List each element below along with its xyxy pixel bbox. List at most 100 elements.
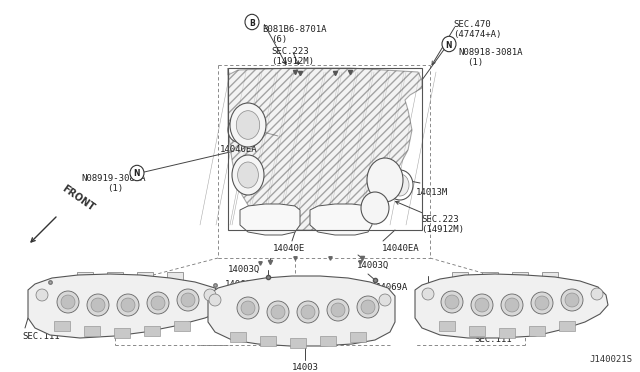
Bar xyxy=(260,336,276,346)
Ellipse shape xyxy=(91,298,105,312)
Ellipse shape xyxy=(391,174,409,196)
Bar xyxy=(84,326,100,336)
Ellipse shape xyxy=(561,289,583,311)
Text: (14912M): (14912M) xyxy=(421,225,464,234)
Text: J140021S: J140021S xyxy=(589,355,632,364)
Ellipse shape xyxy=(501,294,523,316)
Text: 14069A: 14069A xyxy=(225,280,257,289)
Polygon shape xyxy=(208,276,395,346)
Ellipse shape xyxy=(228,118,248,142)
Ellipse shape xyxy=(422,288,434,300)
Ellipse shape xyxy=(232,122,244,138)
Ellipse shape xyxy=(442,36,456,52)
Ellipse shape xyxy=(147,292,169,314)
Ellipse shape xyxy=(57,291,79,313)
Bar xyxy=(452,272,468,280)
Polygon shape xyxy=(240,204,300,235)
Bar xyxy=(114,328,130,338)
Text: B081B6-8701A: B081B6-8701A xyxy=(262,25,326,34)
Ellipse shape xyxy=(565,293,579,307)
Ellipse shape xyxy=(236,111,260,139)
Text: FRONT: FRONT xyxy=(60,183,96,213)
Text: 14040EA: 14040EA xyxy=(382,244,420,253)
Ellipse shape xyxy=(297,301,319,323)
Ellipse shape xyxy=(232,155,264,195)
Text: N: N xyxy=(445,41,452,49)
Bar xyxy=(107,272,123,280)
Text: 14003Q: 14003Q xyxy=(228,265,260,274)
Text: 14040EA: 14040EA xyxy=(220,145,258,154)
Text: 14003: 14003 xyxy=(292,363,319,372)
Text: B: B xyxy=(249,19,255,28)
Ellipse shape xyxy=(505,298,519,312)
Ellipse shape xyxy=(531,292,553,314)
Ellipse shape xyxy=(130,165,144,181)
Ellipse shape xyxy=(177,289,199,311)
Text: (14912M): (14912M) xyxy=(271,57,314,66)
Ellipse shape xyxy=(445,295,459,309)
Ellipse shape xyxy=(475,298,489,312)
Ellipse shape xyxy=(271,305,285,319)
Text: 14040E: 14040E xyxy=(273,244,305,253)
Ellipse shape xyxy=(87,294,109,316)
Ellipse shape xyxy=(387,170,413,200)
Text: SEC.111: SEC.111 xyxy=(22,332,60,341)
Bar xyxy=(54,321,70,331)
Ellipse shape xyxy=(379,294,391,306)
Ellipse shape xyxy=(241,301,255,315)
Text: SEC.470: SEC.470 xyxy=(453,20,491,29)
Bar xyxy=(290,338,306,348)
Ellipse shape xyxy=(535,296,549,310)
Ellipse shape xyxy=(237,297,259,319)
Ellipse shape xyxy=(327,299,349,321)
Ellipse shape xyxy=(361,300,375,314)
Ellipse shape xyxy=(151,296,165,310)
Text: (6): (6) xyxy=(271,35,287,44)
Polygon shape xyxy=(415,274,608,338)
Ellipse shape xyxy=(181,293,195,307)
Text: 14035: 14035 xyxy=(103,301,130,310)
Bar xyxy=(174,321,190,331)
Bar xyxy=(529,326,545,336)
Text: 14013M: 14013M xyxy=(416,188,448,197)
Ellipse shape xyxy=(361,192,389,224)
Bar xyxy=(499,328,515,338)
Text: (1): (1) xyxy=(107,184,123,193)
Ellipse shape xyxy=(357,296,379,318)
Bar xyxy=(230,332,246,342)
Ellipse shape xyxy=(245,14,259,30)
Text: SEC.223: SEC.223 xyxy=(271,47,308,56)
Ellipse shape xyxy=(117,294,139,316)
Text: (47474+A): (47474+A) xyxy=(453,30,501,39)
Ellipse shape xyxy=(237,162,259,188)
Ellipse shape xyxy=(204,289,216,301)
Ellipse shape xyxy=(267,301,289,323)
Bar xyxy=(137,272,153,280)
Ellipse shape xyxy=(36,289,48,301)
Bar xyxy=(228,68,422,230)
Ellipse shape xyxy=(61,295,75,309)
Bar xyxy=(512,272,528,280)
Text: SEC.223: SEC.223 xyxy=(421,215,459,224)
Text: 14069A: 14069A xyxy=(376,283,408,292)
Bar xyxy=(350,332,366,342)
Polygon shape xyxy=(310,204,372,235)
Bar xyxy=(469,326,485,336)
Ellipse shape xyxy=(301,305,315,319)
Ellipse shape xyxy=(230,103,266,147)
Bar xyxy=(320,336,336,346)
Ellipse shape xyxy=(331,303,345,317)
Polygon shape xyxy=(228,68,422,230)
Text: N: N xyxy=(134,170,140,179)
Bar xyxy=(439,321,455,331)
Text: SEC.111: SEC.111 xyxy=(474,335,511,344)
Bar xyxy=(542,272,558,280)
Polygon shape xyxy=(28,274,225,338)
Ellipse shape xyxy=(591,288,603,300)
Ellipse shape xyxy=(471,294,493,316)
Text: 14035: 14035 xyxy=(425,301,452,310)
Text: N08918-3081A: N08918-3081A xyxy=(458,48,522,57)
Bar xyxy=(482,272,498,280)
Bar xyxy=(144,326,160,336)
Ellipse shape xyxy=(121,298,135,312)
